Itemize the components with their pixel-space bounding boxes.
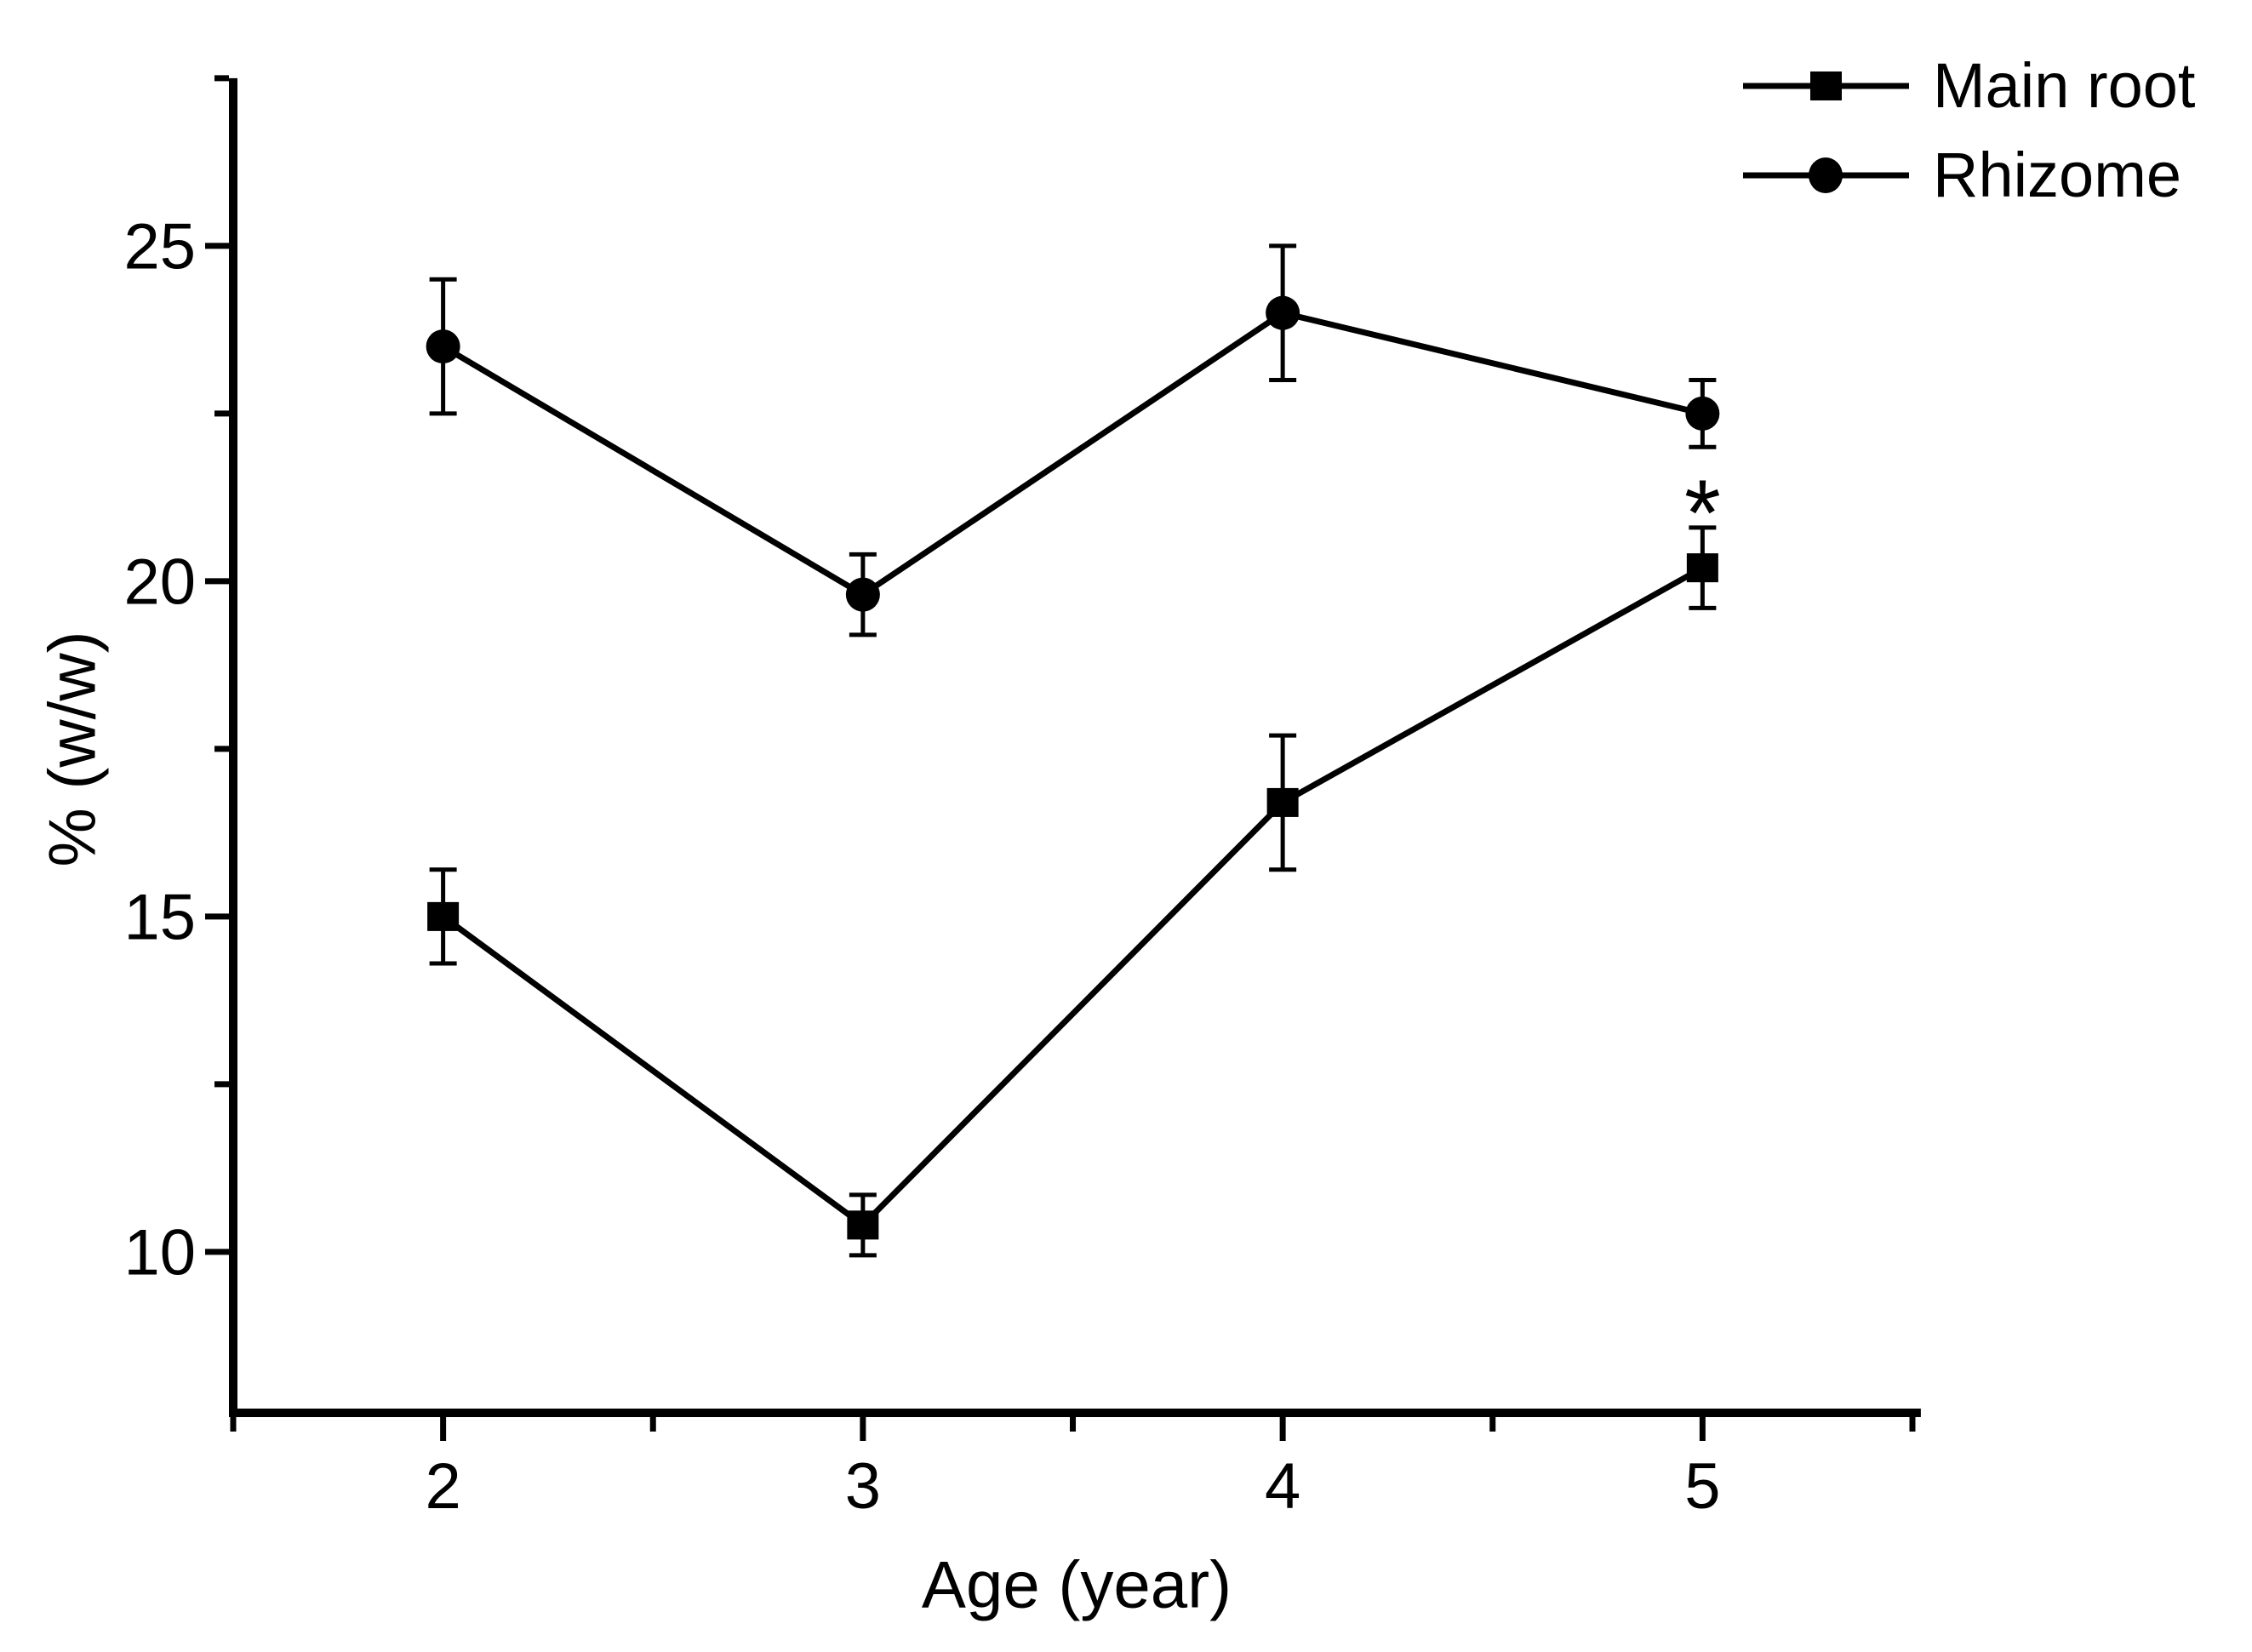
data-point-circle-rhizome [1266, 295, 1300, 330]
y-tick-label: 25 [123, 210, 196, 283]
y-tick-label: 15 [123, 881, 196, 953]
data-point-square-main-root [1266, 787, 1299, 817]
circle-marker-icon [1743, 157, 1909, 193]
legend-item-main-root: Main root [1743, 41, 2195, 130]
series-line-rhizome [441, 309, 1704, 598]
x-tick-label: 4 [1265, 1450, 1300, 1523]
data-point-square-main-root [427, 901, 460, 931]
series-line-main-root [441, 565, 1705, 1229]
y-axis-title: % (w/w) [34, 631, 110, 867]
data-point-circle-rhizome [1685, 396, 1720, 431]
x-tick-label: 5 [1684, 1450, 1720, 1523]
x-axis-title: Age (year) [921, 1546, 1232, 1622]
data-point-circle-rhizome [845, 577, 880, 612]
legend-label-rhizome: Rhizome [1933, 140, 2181, 210]
data-point-square-main-root [1686, 553, 1718, 583]
x-tick-label: 3 [845, 1450, 881, 1523]
significance-asterisk: * [1684, 461, 1721, 566]
data-point-circle-rhizome [426, 329, 460, 364]
legend: Main root Rhizome [1743, 41, 2195, 220]
legend-label-main-root: Main root [1933, 50, 2196, 121]
legend-item-rhizome: Rhizome [1743, 130, 2195, 220]
x-tick-label: 2 [425, 1450, 460, 1523]
y-tick-label: 10 [123, 1216, 196, 1289]
square-marker-icon [1743, 71, 1909, 100]
y-tick-label: 20 [123, 546, 196, 618]
data-point-square-main-root [847, 1210, 879, 1240]
